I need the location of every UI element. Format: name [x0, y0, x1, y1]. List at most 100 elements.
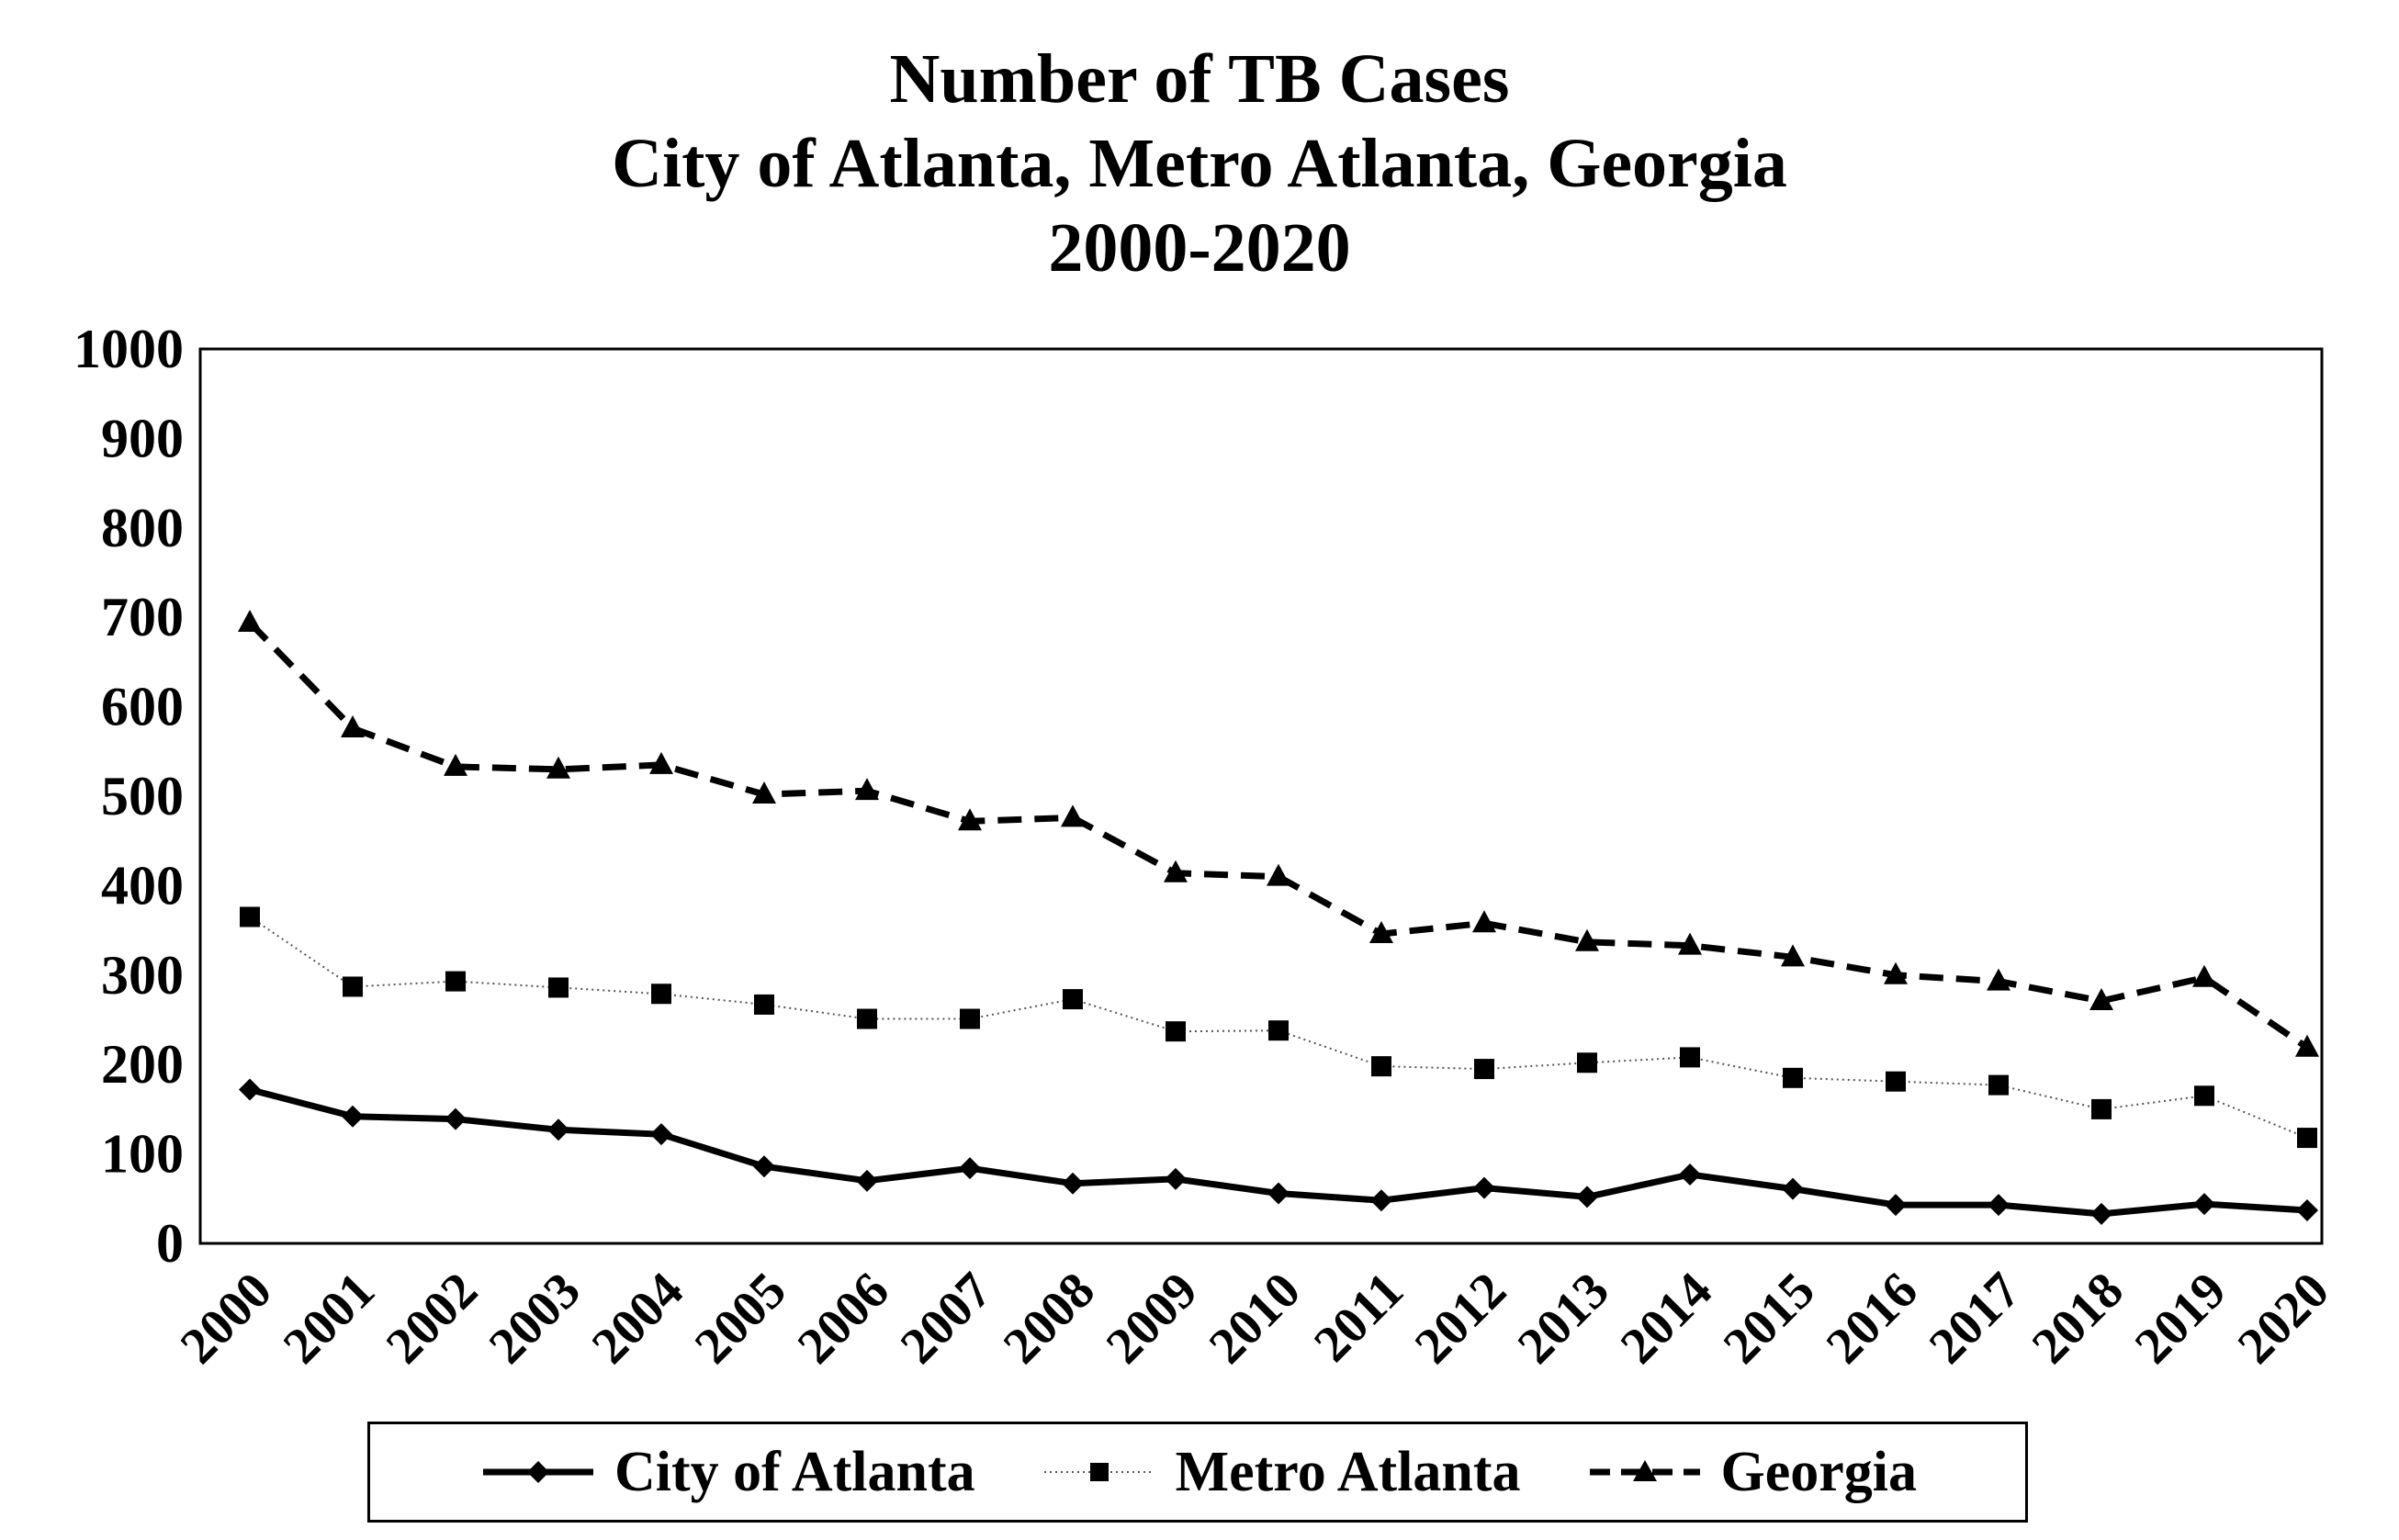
x-tick-label: 2013	[1507, 1262, 1620, 1375]
data-point-diamond	[1267, 1182, 1290, 1205]
data-point-square	[1371, 1056, 1391, 1077]
data-point-triangle	[1061, 804, 1085, 827]
y-tick-label: 500	[101, 766, 184, 826]
data-point-triangle	[752, 781, 776, 804]
legend-item-city-of-atlanta: City of Atlanta	[479, 1440, 975, 1505]
y-tick-label: 200	[101, 1034, 184, 1095]
data-point-diamond	[2296, 1198, 2318, 1221]
x-tick-label: 2009	[1096, 1262, 1209, 1375]
data-point-square	[1577, 1052, 1597, 1074]
x-tick-label: 2007	[890, 1262, 1003, 1375]
x-tick-label: 2018	[2022, 1262, 2134, 1375]
data-point-diamond	[1165, 1167, 1187, 1190]
x-tick-label: 2015	[1713, 1262, 1826, 1375]
data-point-square	[1063, 989, 1083, 1010]
data-point-diamond	[1988, 1194, 2010, 1217]
data-point-triangle	[2295, 1034, 2319, 1057]
x-tick-label: 2019	[2124, 1262, 2237, 1375]
data-point-diamond	[650, 1123, 672, 1146]
data-point-diamond	[1576, 1186, 1598, 1208]
legend-swatch-solid-diamond-icon	[482, 1461, 593, 1483]
legend-label-city-of-atlanta: City of Atlanta	[614, 1440, 975, 1503]
data-point-diamond	[445, 1107, 467, 1130]
series-metro-atlanta	[240, 906, 2317, 1149]
chart-title-line-2: City of Atlanta, Metro Atlanta, Georgia	[612, 125, 1787, 202]
data-point-diamond	[959, 1157, 981, 1180]
data-point-triangle	[649, 751, 673, 774]
data-point-square	[548, 977, 569, 998]
x-tick-label: 2006	[787, 1262, 900, 1375]
y-axis: 0 100 200 300 400 500 600 700 800 900 1000	[73, 319, 184, 1274]
data-point-square	[445, 971, 466, 992]
legend-label-georgia: Georgia	[1720, 1440, 1918, 1503]
data-point-triangle	[1369, 920, 1393, 943]
x-tick-label: 2002	[376, 1262, 489, 1375]
data-point-triangle	[2192, 964, 2216, 987]
data-point-square	[2194, 1085, 2214, 1107]
data-point-square	[857, 1008, 877, 1029]
series-city-of-atlanta	[239, 1078, 2318, 1225]
data-point-triangle	[2089, 988, 2113, 1011]
data-point-square	[1680, 1047, 1700, 1068]
x-tick-label: 2011	[1303, 1262, 1414, 1373]
y-tick-label: 0	[156, 1213, 184, 1274]
data-point-square	[1988, 1074, 2009, 1096]
data-point-square	[754, 994, 774, 1015]
y-tick-label: 1000	[73, 319, 184, 379]
data-point-diamond	[342, 1105, 364, 1128]
data-point-square	[1783, 1067, 1803, 1088]
chart-title-line-3: 2000-2020	[1048, 209, 1351, 287]
data-point-triangle	[1472, 910, 1496, 933]
x-tick-label: 2020	[2227, 1262, 2340, 1375]
data-point-triangle	[855, 778, 879, 801]
data-point-square	[2091, 1098, 2112, 1119]
data-point-diamond	[1370, 1189, 1392, 1212]
legend-swatch-dashed-triangle-icon	[1589, 1460, 1700, 1481]
legend: City of Atlanta Metro Atlanta Georgia	[367, 1422, 2028, 1523]
y-tick-label: 900	[101, 408, 184, 468]
x-tick-label: 2001	[273, 1262, 386, 1375]
data-point-diamond	[2193, 1193, 2215, 1216]
data-point-triangle	[341, 714, 365, 737]
data-point-triangle	[1678, 932, 1702, 955]
data-point-square	[651, 984, 671, 1005]
data-point-diamond	[239, 1078, 261, 1101]
data-point-diamond	[1473, 1176, 1495, 1199]
data-point-diamond	[2090, 1202, 2112, 1225]
x-tick-label: 2005	[684, 1262, 797, 1375]
y-tick-label: 600	[101, 677, 184, 737]
data-point-square	[2297, 1128, 2317, 1149]
data-point-triangle	[238, 610, 262, 633]
data-point-square	[1166, 1021, 1186, 1042]
data-point-square	[1474, 1059, 1494, 1080]
data-point-triangle	[1884, 961, 1908, 984]
data-point-triangle	[1781, 944, 1805, 967]
y-tick-label: 800	[101, 498, 184, 558]
x-tick-label: 2004	[581, 1262, 694, 1375]
data-point-diamond	[856, 1169, 878, 1192]
legend-item-metro-atlanta: Metro Atlanta	[1040, 1440, 1521, 1505]
x-tick-label: 2000	[170, 1262, 283, 1375]
x-tick-label: 2014	[1610, 1262, 1723, 1375]
data-point-triangle	[1164, 860, 1188, 882]
data-point-triangle	[958, 808, 982, 831]
y-tick-label: 400	[101, 855, 184, 916]
x-tick-label: 2010	[1199, 1262, 1312, 1375]
data-point-diamond	[547, 1118, 569, 1141]
series-georgia	[238, 610, 2319, 1057]
chart-title-line-1: Number of TB Cases	[889, 40, 1510, 118]
x-axis: 2000200120022003200420052006200720082009…	[170, 1262, 2340, 1375]
data-point-triangle	[1575, 928, 1599, 951]
legend-item-georgia: Georgia	[1585, 1440, 1918, 1505]
x-tick-label: 2016	[1816, 1262, 1929, 1375]
legend-swatch-dotted-square-icon	[1043, 1463, 1154, 1481]
data-point-triangle	[1987, 968, 2010, 991]
data-point-diamond	[753, 1155, 775, 1178]
data-point-triangle	[1267, 863, 1290, 886]
data-point-triangle	[546, 756, 570, 779]
data-point-square	[343, 976, 363, 997]
data-point-square	[1268, 1020, 1289, 1041]
data-point-square	[240, 906, 260, 927]
data-point-diamond	[1885, 1194, 1907, 1217]
x-tick-label: 2003	[479, 1262, 591, 1375]
